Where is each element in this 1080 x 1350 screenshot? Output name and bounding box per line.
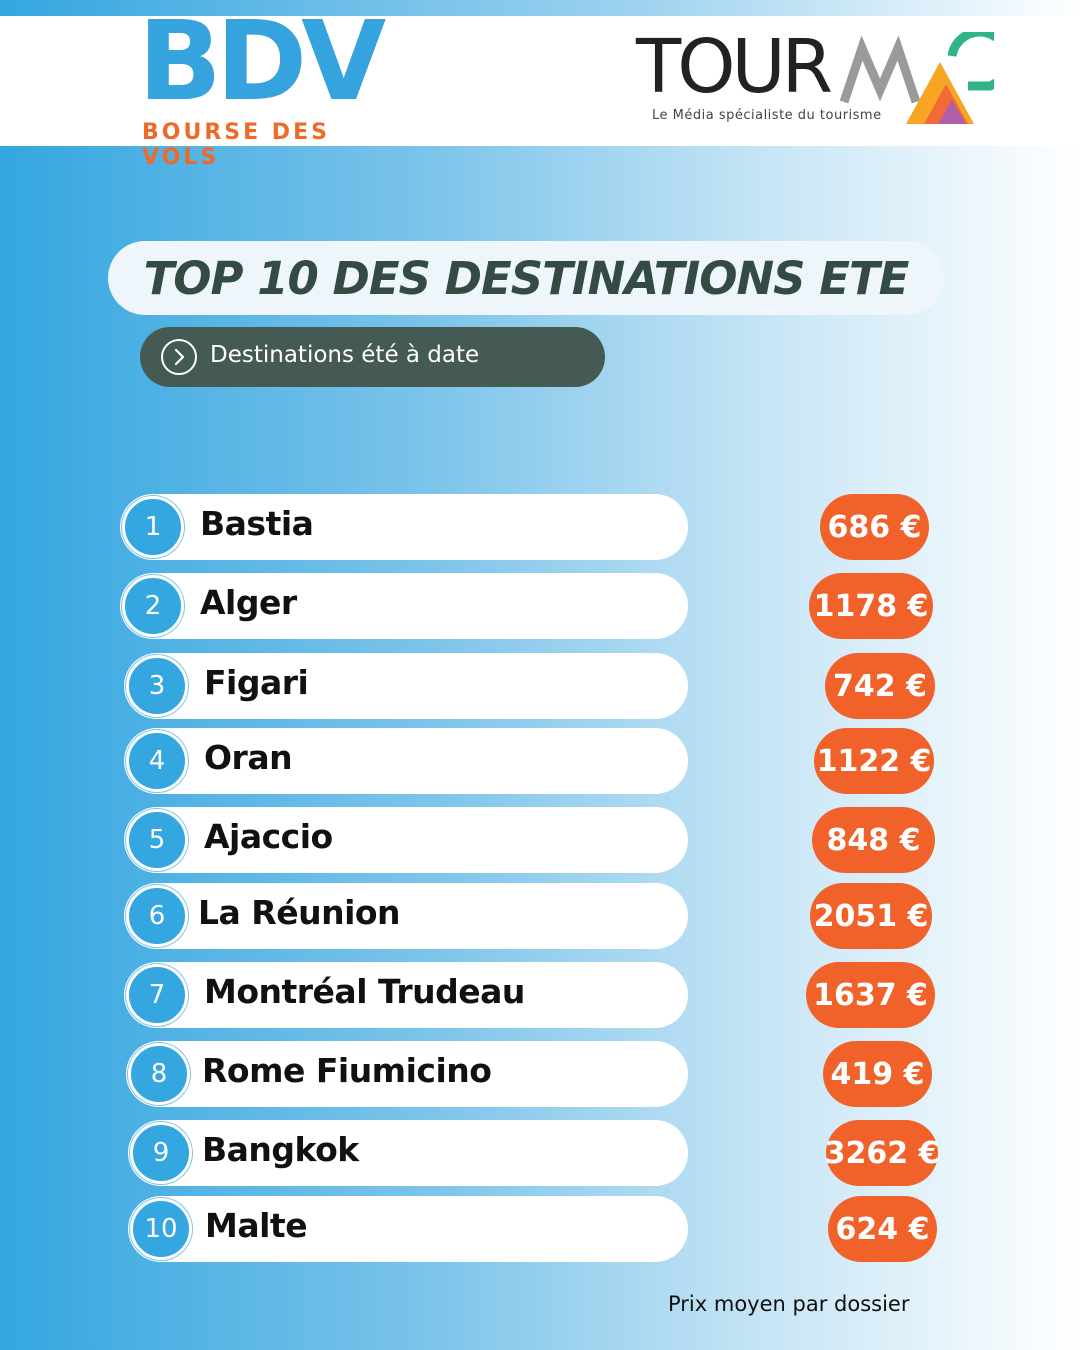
rank-badge: 10 [130,1198,192,1260]
destination-pill [120,494,688,560]
destination-pill [124,653,688,719]
tourmag-mag-icon [840,32,994,124]
price-badge: 742 € [825,653,935,719]
ranking-row: 1 Bastia 686 € [120,494,940,560]
destination-pill [128,1120,688,1186]
destination-name: Montréal Trudeau [204,972,525,1011]
tourmag-logo-word: TOUR [636,24,833,110]
price-badge: 848 € [812,807,935,873]
destination-name: Figari [204,663,309,702]
rank-badge: 6 [126,885,188,947]
subtitle-label: Destinations été à date [210,342,480,368]
rank-badge: 4 [126,730,188,792]
ranking-row: 2 Alger 1178 € [120,573,940,639]
bdv-logo-letters: BDV [138,0,386,125]
destination-name: Ajaccio [204,817,333,856]
destination-pill [126,1041,688,1107]
rank-badge: 3 [126,655,188,717]
ranking-row: 9 Bangkok 3262 € [128,1120,940,1186]
price-badge: 624 € [828,1196,937,1262]
destination-pill [128,1196,688,1262]
rank-badge: 5 [126,809,188,871]
rank-badge: 2 [122,575,184,637]
footer-note: Prix moyen par dossier [668,1292,910,1316]
chevron-right-icon [161,339,197,375]
header-gradient-strip [0,0,1080,16]
destination-pill [120,573,688,639]
destination-pill [124,962,688,1028]
title-banner: TOP 10 DES DESTINATIONS ETE [108,241,944,315]
ranking-row: 8 Rome Fiumicino 419 € [126,1041,940,1107]
page-title: TOP 10 DES DESTINATIONS ETE [143,251,910,305]
header-bar: BDV BOURSE DES VOLS TOUR Le Média spécia… [0,0,1080,170]
destination-pill [124,728,688,794]
subtitle-banner: Destinations été à date [140,327,605,387]
rank-badge: 7 [126,964,188,1026]
destination-name: Bangkok [202,1130,359,1169]
rank-badge: 9 [130,1122,192,1184]
price-badge: 1637 € [806,962,935,1028]
tourmag-logo: TOUR Le Média spécialiste du tourisme [636,30,996,130]
destination-name: Rome Fiumicino [202,1051,492,1090]
destination-name: La Réunion [198,893,401,932]
rank-badge: 1 [122,496,184,558]
destination-name: Alger [200,583,297,622]
destination-name: Bastia [200,504,314,543]
destination-name: Malte [205,1206,308,1245]
ranking-row: 7 Montréal Trudeau 1637 € [124,962,940,1028]
price-badge: 1178 € [809,573,933,639]
price-badge: 419 € [823,1041,932,1107]
bdv-logo: BDV BOURSE DES VOLS [138,6,408,170]
price-badge: 2051 € [810,883,932,949]
rank-badge: 8 [128,1043,190,1105]
price-badge: 1122 € [814,728,934,794]
destination-pill [124,807,688,873]
ranking-row: 6 La Réunion 2051 € [124,883,940,949]
destination-name: Oran [204,738,293,777]
price-badge: 686 € [820,494,929,560]
price-badge: 3262 € [825,1120,939,1186]
ranking-row: 5 Ajaccio 848 € [124,807,940,873]
bdv-logo-subtitle: BOURSE DES VOLS [142,120,330,170]
ranking-row: 3 Figari 742 € [124,653,940,719]
ranking-row: 10 Malte 624 € [128,1196,940,1262]
tourmag-tagline: Le Média spécialiste du tourisme [652,108,882,123]
destination-pill [124,883,688,949]
ranking-row: 4 Oran 1122 € [124,728,940,794]
